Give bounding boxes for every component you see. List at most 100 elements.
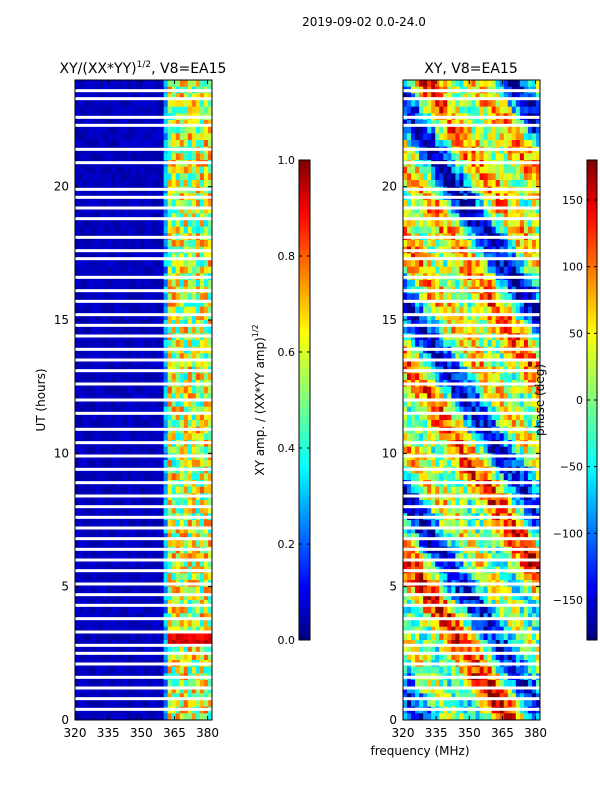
heatmap-cell	[111, 560, 116, 568]
heatmap-cell	[491, 253, 497, 261]
heatmap-cell	[495, 386, 501, 394]
heatmap-cell	[199, 420, 205, 428]
heatmap-cell	[155, 320, 161, 328]
heatmap-cell	[403, 226, 408, 234]
heatmap-cell	[207, 313, 212, 321]
heatmap-cell	[147, 520, 152, 528]
heatmap-cell	[475, 340, 480, 348]
heatmap-cell	[171, 413, 177, 421]
heatmap-cell	[191, 446, 197, 454]
heatmap-cell	[443, 180, 448, 188]
heatmap-cell	[191, 240, 197, 248]
heatmap-cell	[195, 400, 201, 408]
heatmap-cell	[479, 173, 484, 181]
y-tick-label: 10	[54, 446, 69, 460]
heatmap-cell	[115, 626, 120, 634]
heatmap-cell	[99, 600, 104, 608]
heatmap-cell	[447, 220, 452, 228]
heatmap-cell	[167, 433, 173, 441]
heatmap-cell	[131, 553, 136, 561]
heatmap-cell	[503, 266, 509, 274]
heatmap-cell	[87, 520, 92, 528]
heatmap-cell	[431, 133, 436, 141]
heatmap-cell	[167, 640, 173, 648]
heatmap-cell	[487, 253, 493, 261]
heatmap-cell	[159, 200, 165, 208]
heatmap-cell	[435, 353, 440, 361]
heatmap-cell	[167, 633, 173, 641]
heatmap-cell	[143, 253, 148, 261]
heatmap-cell	[159, 313, 165, 321]
heatmap-cell	[467, 226, 472, 234]
heatmap-cell	[75, 713, 80, 720]
heatmap-cell	[187, 573, 193, 581]
heatmap-cell	[175, 446, 181, 454]
heatmap-cell	[531, 140, 537, 148]
heatmap-cell	[475, 180, 480, 188]
heatmap-cell	[135, 93, 140, 101]
heatmap-cell	[143, 386, 148, 394]
heatmap-cell	[439, 353, 444, 361]
heatmap-cell	[99, 360, 104, 368]
heatmap-cell	[79, 606, 84, 614]
heatmap-cell	[123, 393, 128, 401]
heatmap-cell	[127, 306, 132, 314]
heatmap-cell	[463, 153, 468, 161]
heatmap-cell	[499, 126, 505, 134]
heatmap-cell	[155, 626, 161, 634]
heatmap-cell	[99, 133, 104, 141]
heatmap-cell	[199, 353, 205, 361]
heatmap-cell	[127, 666, 132, 674]
heatmap-cell	[179, 213, 185, 221]
heatmap-cell	[167, 120, 173, 128]
heatmap-cell	[195, 373, 201, 381]
heatmap-cell	[103, 126, 108, 134]
heatmap-cell	[419, 326, 424, 334]
heatmap-cell	[195, 620, 201, 628]
heatmap-cell	[207, 446, 212, 454]
heatmap-cell	[75, 240, 80, 248]
heatmap-cell	[207, 300, 212, 308]
heatmap-cell	[163, 573, 169, 581]
heatmap-cell	[79, 253, 84, 261]
heatmap-cell	[491, 226, 497, 234]
heatmap-cell	[175, 320, 181, 328]
heatmap-cell	[119, 386, 124, 394]
heatmap-cell	[471, 93, 476, 101]
heatmap-cell	[503, 260, 509, 268]
heatmap-cell	[119, 200, 124, 208]
heatmap-cell	[107, 240, 112, 248]
heatmap-cell	[147, 313, 152, 321]
heatmap-cell	[163, 413, 169, 421]
heatmap-cell	[119, 120, 124, 128]
heatmap-cell	[91, 486, 96, 494]
heatmap-cell	[459, 153, 464, 161]
data-gap-row	[75, 323, 212, 327]
heatmap-cell	[83, 226, 88, 234]
heatmap-cell	[167, 320, 173, 328]
heatmap-cell	[79, 700, 84, 708]
heatmap-cell	[119, 413, 124, 421]
heatmap-cell	[159, 413, 165, 421]
heatmap-cell	[455, 153, 460, 161]
heatmap-cell	[107, 386, 112, 394]
heatmap-cell	[83, 600, 88, 608]
heatmap-cell	[123, 506, 128, 514]
heatmap-cell	[127, 360, 132, 368]
heatmap-cell	[199, 486, 205, 494]
heatmap-cell	[75, 460, 80, 468]
heatmap-cell	[515, 153, 521, 161]
heatmap-cell	[147, 540, 152, 548]
heatmap-cell	[115, 100, 120, 108]
heatmap-cell	[115, 553, 120, 561]
heatmap-cell	[107, 666, 112, 674]
heatmap-cell	[207, 500, 212, 508]
heatmap-cell	[451, 340, 456, 348]
heatmap-cell	[419, 260, 424, 268]
heatmap-cell	[467, 260, 472, 268]
heatmap-cell	[183, 506, 189, 514]
heatmap-cell	[91, 240, 96, 248]
heatmap-cell	[167, 686, 173, 694]
data-gap-row	[75, 454, 212, 458]
heatmap-cell	[151, 540, 156, 548]
